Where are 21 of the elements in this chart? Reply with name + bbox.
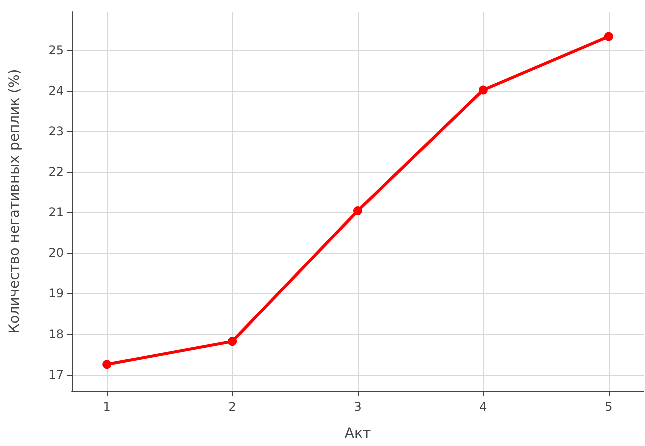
point: [354, 206, 362, 216]
point: [478, 86, 488, 95]
x-axis-title: Акт: [344, 426, 372, 442]
x-tick-label: 5: [605, 400, 613, 414]
y-tick-label: 24: [48, 84, 64, 98]
y-axis-title: Количество негативных реплик (%): [7, 69, 23, 334]
point: [604, 32, 614, 42]
y-tick-label: 17: [48, 368, 64, 382]
y-tick-label: 25: [48, 44, 64, 58]
y-tick-label: 19: [48, 286, 64, 301]
x-tick-label: 2: [228, 400, 236, 414]
y-tick-label: 18: [48, 327, 64, 342]
x-tick-label: 4: [480, 400, 488, 414]
y-tick-label: 23: [48, 124, 64, 139]
x-tick-label: 1: [103, 400, 111, 414]
x-tick-label: 3: [354, 400, 362, 414]
y-tick-label: 22: [48, 165, 64, 180]
point: [102, 360, 112, 370]
y-tick-label: 21: [48, 206, 64, 220]
y-tick-label: 20: [48, 246, 64, 260]
point: [228, 337, 238, 346]
